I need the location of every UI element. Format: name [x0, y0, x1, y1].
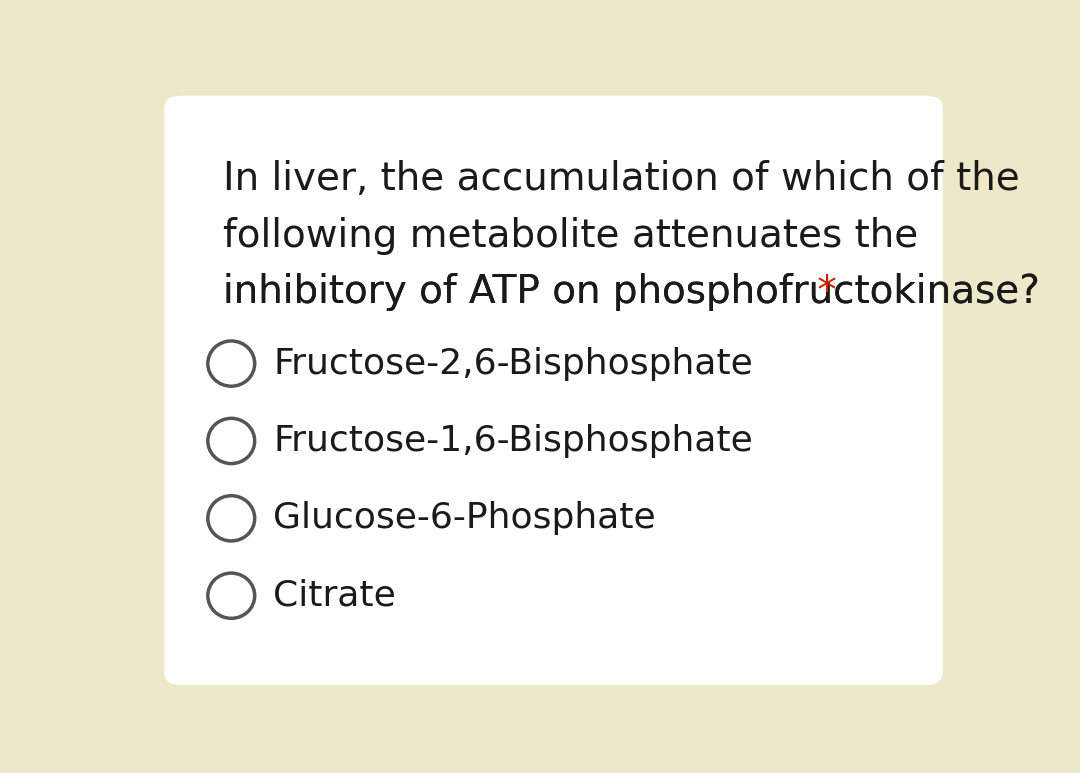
Text: In liver, the accumulation of which of the: In liver, the accumulation of which of t… — [222, 160, 1020, 198]
FancyBboxPatch shape — [164, 96, 943, 685]
Text: Glucose-6-Phosphate: Glucose-6-Phosphate — [273, 502, 656, 536]
Text: inhibitory of ATP on phosphofructokinase?: inhibitory of ATP on phosphofructokinase… — [222, 273, 1040, 312]
Text: Fructose-2,6-Bisphosphate: Fructose-2,6-Bisphosphate — [273, 346, 753, 380]
Text: Citrate: Citrate — [273, 579, 396, 613]
Text: inhibitory of ATP on phosphofructokinase?: inhibitory of ATP on phosphofructokinase… — [222, 273, 1040, 312]
Text: Fructose-1,6-Bisphosphate: Fructose-1,6-Bisphosphate — [273, 424, 753, 458]
Text: following metabolite attenuates the: following metabolite attenuates the — [222, 216, 918, 254]
Text: *: * — [805, 273, 836, 312]
